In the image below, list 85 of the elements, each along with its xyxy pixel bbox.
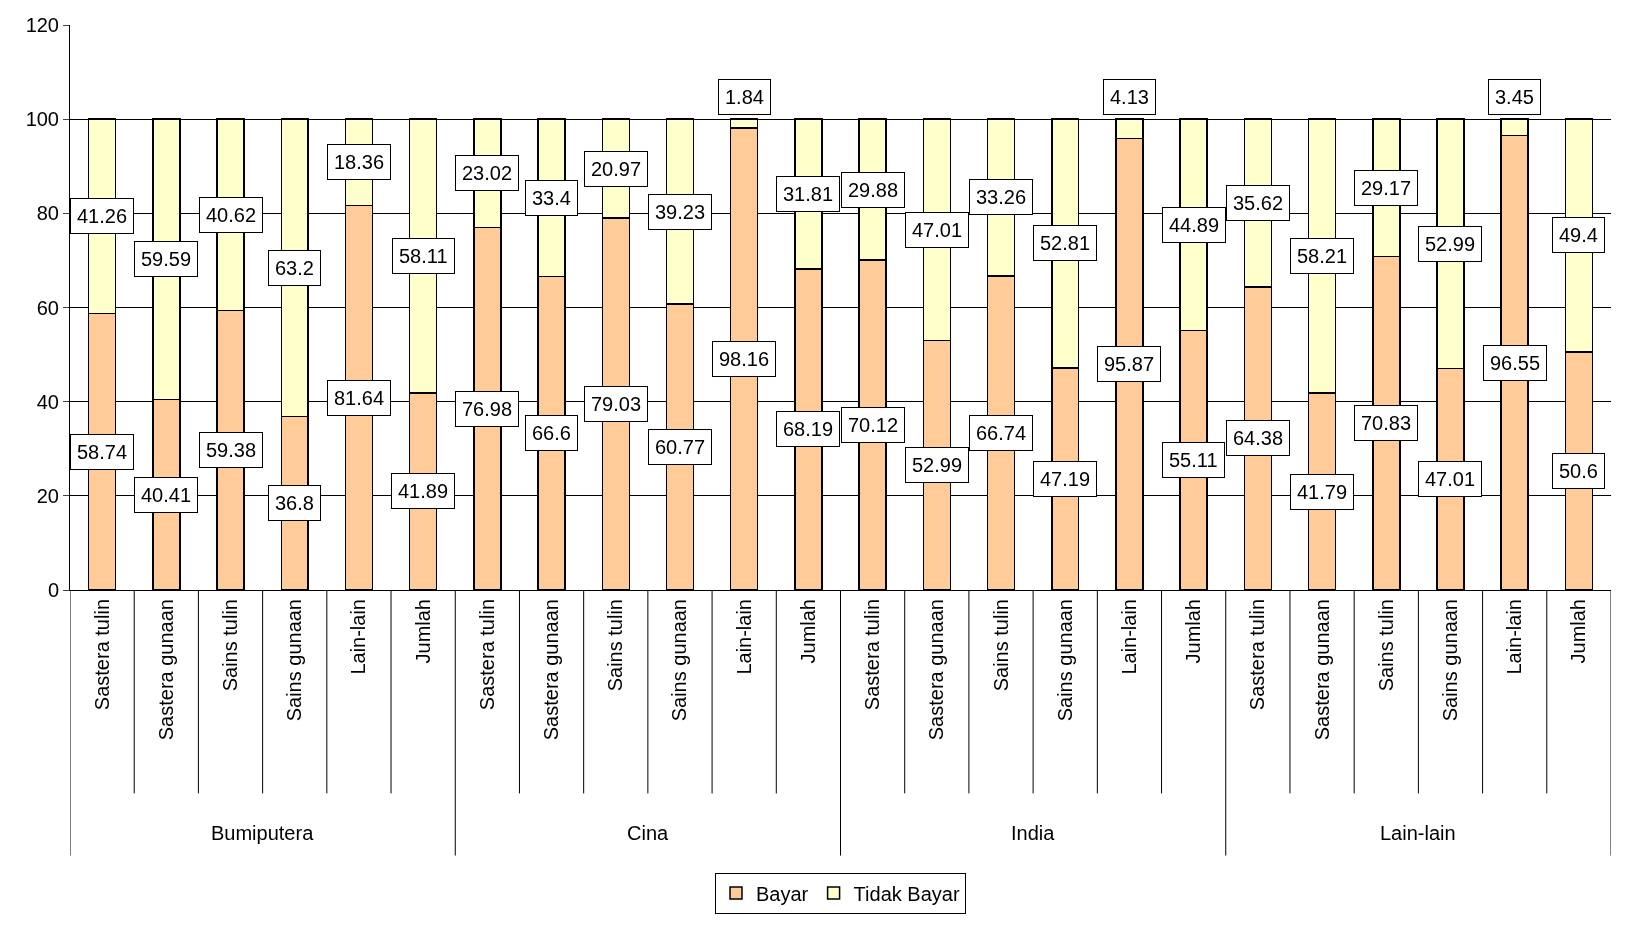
data-label: 49.4 [1559,224,1598,246]
x-tick-label: Sains gunaan [668,599,691,722]
y-tick-label: 60 [36,296,59,319]
data-label: 1.84 [725,86,764,108]
data-label: 58.74 [77,441,128,463]
y-tick-label: 40 [36,390,59,413]
data-label: 55.11 [1169,449,1218,471]
data-label: 60.77 [655,436,706,458]
x-tick-label: Sastera tulin [475,599,498,711]
data-label: 35.62 [1233,192,1284,214]
data-label: 31.81 [783,183,834,205]
data-label: 47.01 [1425,468,1476,490]
y-tick-label: 120 [25,14,59,36]
x-tick-label: Jumlah [1182,599,1205,664]
legend-label: Bayar [756,882,809,905]
data-label: 68.19 [783,418,834,440]
data-label: 52.99 [1425,233,1476,255]
text: Bumiputera [211,822,315,844]
x-tick-label: Sastera gunaan [1310,599,1333,741]
data-label: 33.4 [532,187,571,209]
data-label: 18.36 [334,151,385,173]
data-label: 66.6 [532,422,571,444]
data-label: 3.45 [1495,86,1534,108]
data-label: 41.79 [1297,481,1348,503]
data-label: 58.21 [1297,245,1348,267]
x-tick-label: Sains tulin [604,599,627,692]
data-label: 41.26 [77,205,128,227]
data-label: 58.11 [399,245,448,267]
data-label: 47.19 [1040,468,1091,490]
data-label: 70.12 [848,414,899,436]
x-tick-label: Lain-lain [732,599,755,675]
data-label: 63.2 [275,257,314,279]
data-label: 33.26 [976,186,1027,208]
data-label: 59.38 [206,439,257,461]
x-tick-label: Jumlah [1567,599,1590,664]
data-label: 76.98 [462,398,513,420]
data-label: 96.55 [1490,352,1541,374]
y-tick-label: 0 [47,579,59,601]
x-tick-label: Jumlah [796,599,819,664]
x-tick-label: Sastera gunaan [154,599,177,741]
data-label: 52.99 [912,454,963,476]
data-label: 44.89 [1169,214,1220,236]
data-label: 29.17 [1361,177,1412,199]
data-label: 23.02 [462,162,513,184]
data-label: 40.41 [141,484,192,506]
data-label: 52.81 [1040,232,1091,254]
x-tick-label: Sains gunaan [1438,599,1461,722]
text: Cina [627,822,670,844]
legend-label: Tidak Bayar [853,882,960,905]
y-tick-label: 100 [25,108,59,131]
data-label: 64.38 [1233,427,1284,449]
x-tick-label: Sastera gunaan [540,599,563,741]
x-tick-label: Jumlah [411,599,434,664]
data-label: 4.13 [1110,86,1149,108]
x-tick-label: Lain-lain [1503,599,1526,675]
data-label: 40.62 [206,204,257,226]
data-label: 29.88 [848,179,899,201]
text: India [1011,822,1056,844]
data-label: 79.03 [591,393,642,415]
y-tick-label: 80 [36,202,59,225]
text: Lain-lain [1380,822,1456,844]
x-tick-label: Sastera gunaan [925,599,948,741]
x-tick-label: Sains gunaan [283,599,306,722]
data-label: 95.87 [1104,353,1155,375]
data-label: 47.01 [912,219,963,241]
data-label: 81.64 [334,387,385,409]
data-label: 39.23 [655,201,706,223]
x-tick-label: Sastera tulin [1246,599,1269,711]
x-tick-label: Sastera tulin [861,599,884,711]
data-label: 50.6 [1559,460,1598,482]
x-tick-label: Sains tulin [219,599,242,692]
data-label: 41.89 [398,480,449,502]
y-tick-label: 20 [36,484,59,507]
x-tick-label: Sains tulin [989,599,1012,692]
x-tick-label: Sains tulin [1374,599,1397,692]
data-label: 70.83 [1361,412,1412,434]
data-label: 59.59 [141,248,192,270]
x-tick-label: Sains gunaan [1053,599,1076,722]
x-tick-label: Sastera tulin [90,599,113,711]
data-label: 66.74 [976,422,1027,444]
x-tick-label: Lain-lain [347,599,370,675]
x-tick-label: Lain-lain [1117,599,1140,675]
data-label: 36.8 [275,492,314,514]
data-label: 98.16 [719,348,770,370]
data-label: 20.97 [591,158,642,180]
